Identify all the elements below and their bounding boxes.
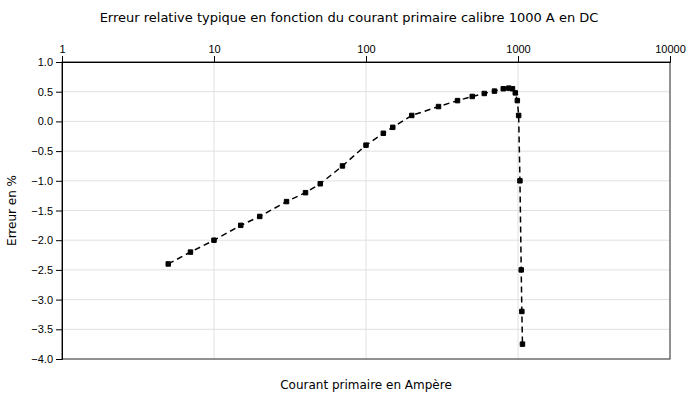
tick-label: −1.5 — [31, 205, 53, 217]
tick: −3.0 — [31, 294, 62, 306]
tick-label: 10 — [208, 43, 220, 55]
tick: 10 — [208, 43, 220, 62]
tick-mark — [56, 181, 62, 182]
tick-mark — [56, 92, 62, 93]
tick-label: −0.5 — [31, 145, 53, 157]
tick: 0.0 — [38, 115, 62, 127]
marker — [166, 262, 170, 266]
axis-line — [63, 56, 671, 63]
marker — [516, 113, 520, 117]
tick-mark — [56, 300, 62, 301]
tick-mark — [56, 211, 62, 212]
tick-label: −3.0 — [31, 294, 53, 306]
plot-frame — [62, 62, 670, 359]
tick-label: 0.0 — [38, 115, 53, 127]
tick-label: −1.0 — [31, 175, 53, 187]
tick: −2.0 — [31, 234, 62, 246]
tick-label: −4.0 — [31, 353, 53, 365]
grid — [62, 62, 670, 359]
grid-line-y — [62, 329, 670, 330]
tick-mark — [56, 359, 62, 360]
x-axis: 1 10 100 1000 10000 — [59, 43, 685, 63]
chart: 1 10 100 1000 10000 1.0 0.5 0.0 −0.5 −1.0 −1.5 −2.0… — [0, 0, 698, 399]
marker — [455, 98, 459, 102]
marker — [518, 179, 522, 183]
marker — [303, 190, 307, 194]
tick-label: −2.0 — [31, 234, 53, 246]
tick-mark — [366, 56, 367, 62]
marker — [482, 91, 486, 95]
marker — [520, 342, 524, 346]
marker — [212, 238, 216, 242]
tick: −3.5 — [31, 323, 62, 335]
tick-mark — [62, 56, 63, 62]
marker — [188, 250, 192, 254]
tick: −1.5 — [31, 205, 62, 217]
tick: −4.0 — [31, 353, 62, 365]
tick-mark — [56, 240, 62, 241]
marker — [410, 113, 414, 117]
grid-line-y — [62, 151, 670, 152]
title: Erreur relative typique en fonction du c… — [100, 10, 599, 25]
marker — [501, 86, 505, 90]
marker — [492, 89, 496, 93]
marker — [520, 309, 524, 313]
marker — [436, 104, 440, 108]
tick: 10000 — [655, 43, 686, 62]
marker — [340, 164, 344, 168]
y-axis: 1.0 0.5 0.0 −0.5 −1.0 −1.5 −2.0 −2.5 −3.0 −3.5 −4.… — [31, 56, 62, 365]
marker — [258, 214, 262, 218]
axis-line — [56, 63, 63, 360]
grid-line-y — [62, 240, 670, 241]
marker — [391, 125, 395, 129]
tick-mark — [56, 151, 62, 152]
tick-label: 0.5 — [38, 86, 53, 98]
tick: −2.5 — [31, 264, 62, 276]
marker — [284, 199, 288, 203]
tick-label: 10000 — [655, 43, 686, 55]
y-axis-title: Erreur en % — [5, 175, 19, 246]
tick-label: 100 — [357, 43, 375, 55]
tick-mark — [56, 62, 62, 63]
line — [168, 88, 522, 344]
tick: 1 — [59, 43, 65, 62]
grid-line-y — [62, 210, 670, 211]
tick-mark — [518, 56, 519, 62]
plot: 1 10 100 1000 10000 1.0 0.5 0.0 −0.5 −1.0 −1.5 −2.0… — [31, 43, 686, 365]
tick: 0.5 — [38, 86, 62, 98]
tick: 100 — [357, 43, 375, 62]
tick-label: 1.0 — [38, 56, 53, 68]
marker — [318, 182, 322, 186]
tick: −0.5 — [31, 145, 62, 157]
tick: −1.0 — [31, 175, 62, 187]
tick-mark — [56, 329, 62, 330]
tick-mark — [670, 56, 671, 62]
tick-mark — [214, 56, 215, 62]
marker — [515, 98, 519, 102]
marker — [239, 223, 243, 227]
tick-mark — [56, 270, 62, 271]
grid-line-y — [62, 269, 670, 270]
marker — [513, 91, 517, 95]
tick-label: 1 — [59, 43, 65, 55]
data — [166, 86, 525, 346]
marker — [519, 268, 523, 272]
marker — [381, 131, 385, 135]
marker — [364, 143, 368, 147]
tick-label: −3.5 — [31, 323, 53, 335]
grid-line-y — [62, 91, 670, 92]
tick: 1000 — [506, 43, 530, 62]
marker — [470, 94, 474, 98]
tick-label: −2.5 — [31, 264, 53, 276]
grid-line-y — [62, 299, 670, 300]
grid-line-y — [62, 180, 670, 181]
tick-mark — [56, 121, 62, 122]
x-axis-title: Courant primaire en Ampère — [280, 378, 452, 392]
tick: 1.0 — [38, 56, 62, 68]
grid-line-y — [62, 121, 670, 122]
tick-label: 1000 — [506, 43, 530, 55]
